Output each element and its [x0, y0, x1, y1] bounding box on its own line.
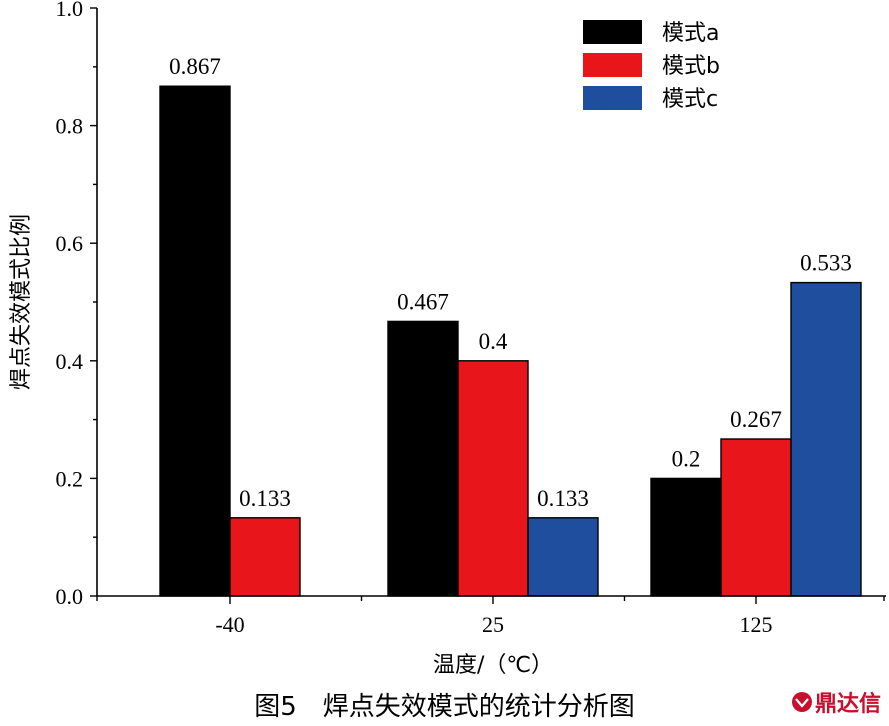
legend-label-模式b: 模式b: [662, 54, 720, 79]
bar-模式a-25: [387, 320, 459, 597]
x-tick-label: 25: [482, 612, 504, 637]
y-axis-title: 焊点失效模式比例: [9, 214, 34, 390]
value-label-模式b-25: 0.4: [479, 329, 508, 354]
y-tick-label: 0.4: [56, 349, 84, 374]
x-tick-label: 125: [740, 612, 773, 637]
value-label-模式a-125: 0.2: [672, 446, 701, 471]
bar-模式c-25: [527, 517, 599, 597]
bar-模式b-25: [457, 360, 529, 597]
y-tick-label: 0.8: [56, 114, 84, 139]
watermark-text: 鼎达信: [814, 692, 881, 717]
bar-模式a--40: [159, 85, 231, 597]
legend-swatch-模式a: [583, 20, 642, 44]
legend-label-模式a: 模式a: [662, 21, 719, 46]
value-label-模式c-25: 0.133: [537, 486, 589, 511]
bars-layer: [159, 85, 862, 597]
value-label-模式c-125: 0.533: [800, 251, 852, 276]
watermark-logo-icon: [791, 692, 812, 712]
y-tick-label: 1.0: [56, 0, 84, 21]
legend-swatch-模式c: [583, 86, 642, 110]
y-tick-label: 0.6: [56, 231, 84, 256]
value-labels-layer: 0.867 0.133 0.467 0.4 0.133 0.2 0.267 0.533: [169, 54, 852, 511]
x-tick-label: -40: [215, 612, 244, 637]
value-label-模式a-25: 0.467: [397, 289, 449, 314]
figure-caption: 图5 焊点失效模式的统计分析图: [254, 692, 635, 722]
bar-模式b-125: [720, 438, 792, 597]
bar-模式a-125: [650, 477, 722, 597]
value-label-模式b--40: 0.133: [239, 486, 291, 511]
value-label-模式b-125: 0.267: [730, 407, 782, 432]
bar-模式c-125: [790, 281, 862, 597]
y-tick-label: 0.0: [56, 584, 84, 609]
value-label-模式a--40: 0.867: [169, 54, 221, 79]
ticks-layer: 0.0 0.2 0.4 0.6 0.8 1.0 -40 25 125: [56, 0, 885, 637]
y-tick-label: 0.2: [56, 466, 84, 491]
x-axis-title: 温度/（℃）: [433, 653, 553, 678]
legend: 模式a 模式b 模式c: [583, 20, 720, 112]
bar-模式b--40: [229, 517, 301, 597]
watermark: 鼎达信: [791, 686, 881, 718]
legend-swatch-模式b: [583, 53, 642, 77]
legend-label-模式c: 模式c: [662, 87, 718, 112]
